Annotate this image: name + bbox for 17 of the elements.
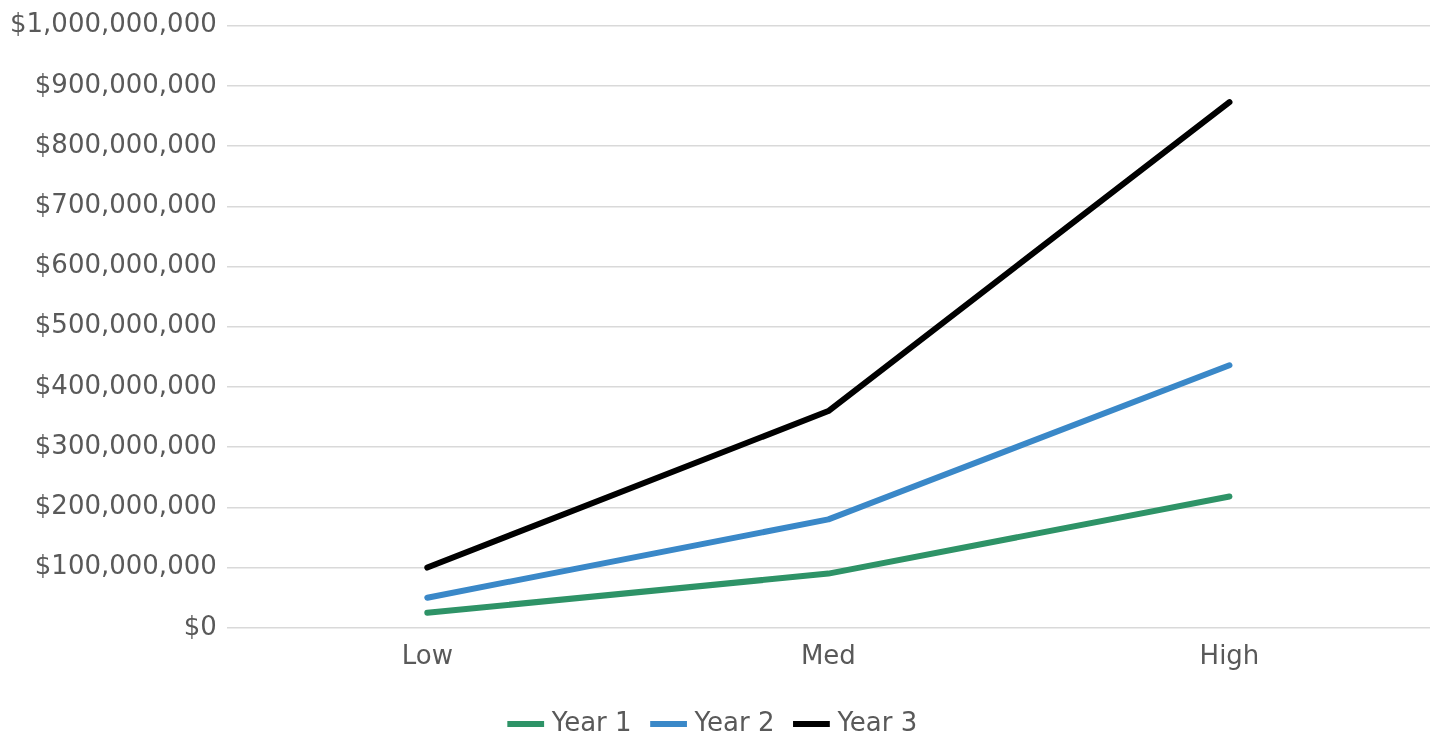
y-tick-label: $800,000,000 [34,128,217,159]
y-tick-label: $400,000,000 [34,369,217,400]
legend-label: Year 3 [836,706,918,737]
y-tick-label: $700,000,000 [34,189,217,220]
y-tick-label: $200,000,000 [34,490,217,521]
y-tick-label: $1,000,000,000 [9,8,217,39]
y-tick-label: $600,000,000 [34,249,217,280]
legend-label: Year 2 [693,706,775,737]
y-tick-label: $500,000,000 [34,309,217,340]
legend-label: Year 1 [550,706,632,737]
x-tick-label: Med [800,640,856,671]
x-tick-label: High [1199,640,1260,671]
y-tick-label: $300,000,000 [34,429,217,460]
y-tick-label: $100,000,000 [34,550,217,581]
y-tick-label: $0 [183,610,217,641]
y-tick-label: $900,000,000 [34,68,217,99]
x-tick-label: Low [401,640,453,671]
